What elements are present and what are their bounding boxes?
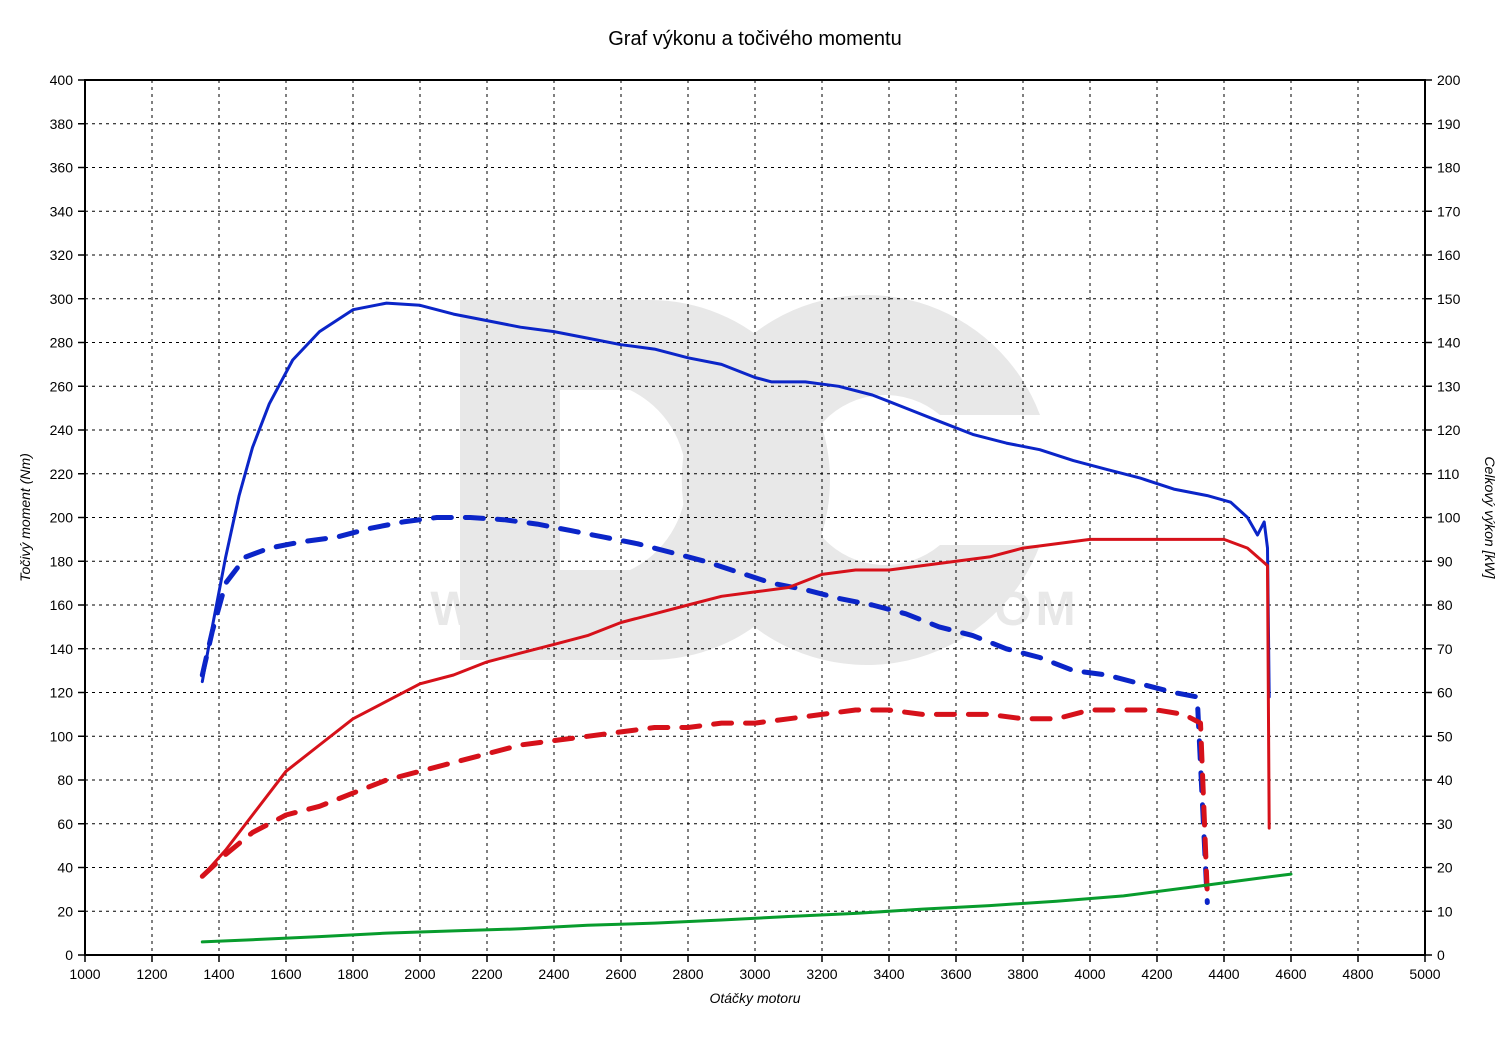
y-left-tick-label: 20 [57,903,73,919]
x-tick-label: 2400 [538,966,569,982]
x-axis-label: Otáčky motoru [709,990,800,1006]
y-right-axis-label: Celkový výkon [kW] [1482,456,1498,579]
chart-svg: WWW.DYNOCHECK.COM10001200140016001800200… [0,0,1500,1040]
y-left-tick-label: 100 [50,728,74,744]
x-tick-label: 4200 [1141,966,1172,982]
x-tick-label: 1400 [203,966,234,982]
x-tick-label: 3600 [940,966,971,982]
y-left-tick-label: 180 [50,553,74,569]
y-right-tick-label: 140 [1437,335,1461,351]
y-left-tick-label: 260 [50,378,74,394]
chart-title: Graf výkonu a točivého momentu [608,28,901,50]
y-right-tick-label: 90 [1437,553,1453,569]
y-right-tick-label: 120 [1437,422,1461,438]
x-tick-label: 3800 [1007,966,1038,982]
y-left-axis-label: Točivý moment (Nm) [17,453,33,582]
y-left-tick-label: 40 [57,860,73,876]
y-left-tick-label: 240 [50,422,74,438]
x-tick-label: 3200 [806,966,837,982]
y-right-tick-label: 60 [1437,685,1453,701]
y-left-tick-label: 320 [50,247,74,263]
y-left-tick-label: 220 [50,466,74,482]
x-tick-label: 4400 [1208,966,1239,982]
dyno-chart: WWW.DYNOCHECK.COM10001200140016001800200… [0,0,1500,1040]
x-tick-label: 2800 [672,966,703,982]
y-left-tick-label: 80 [57,772,73,788]
y-left-tick-label: 360 [50,160,74,176]
y-right-tick-label: 20 [1437,860,1453,876]
y-left-tick-label: 60 [57,816,73,832]
y-left-tick-label: 120 [50,685,74,701]
x-tick-label: 5000 [1409,966,1440,982]
y-left-tick-label: 160 [50,597,74,613]
y-left-tick-label: 340 [50,203,74,219]
x-tick-label: 1200 [136,966,167,982]
y-right-tick-label: 110 [1437,466,1460,482]
y-left-tick-label: 140 [50,641,74,657]
y-right-tick-label: 100 [1437,510,1461,526]
y-right-tick-label: 40 [1437,772,1453,788]
x-tick-label: 2600 [605,966,636,982]
x-tick-label: 1000 [69,966,100,982]
y-right-tick-label: 150 [1437,291,1461,307]
y-left-tick-label: 0 [65,947,73,963]
x-tick-label: 3400 [873,966,904,982]
y-right-tick-label: 160 [1437,247,1461,263]
y-right-tick-label: 180 [1437,160,1461,176]
x-tick-label: 2000 [404,966,435,982]
x-tick-label: 2200 [471,966,502,982]
x-tick-label: 4800 [1342,966,1373,982]
x-tick-label: 4000 [1074,966,1105,982]
y-right-tick-label: 200 [1437,72,1461,88]
y-right-tick-label: 170 [1437,203,1461,219]
y-left-tick-label: 200 [50,510,74,526]
x-tick-label: 4600 [1275,966,1306,982]
y-right-tick-label: 50 [1437,728,1453,744]
y-right-tick-label: 0 [1437,947,1445,963]
y-left-tick-label: 280 [50,335,74,351]
y-left-tick-label: 380 [50,116,74,132]
y-right-tick-label: 130 [1437,378,1461,394]
x-tick-label: 3000 [739,966,770,982]
y-right-tick-label: 190 [1437,116,1461,132]
y-left-tick-label: 300 [50,291,74,307]
x-tick-label: 1600 [270,966,301,982]
y-left-tick-label: 400 [50,72,74,88]
y-right-tick-label: 80 [1437,597,1453,613]
x-tick-label: 1800 [337,966,368,982]
y-right-tick-label: 10 [1437,903,1453,919]
y-right-tick-label: 30 [1437,816,1453,832]
y-right-tick-label: 70 [1437,641,1453,657]
